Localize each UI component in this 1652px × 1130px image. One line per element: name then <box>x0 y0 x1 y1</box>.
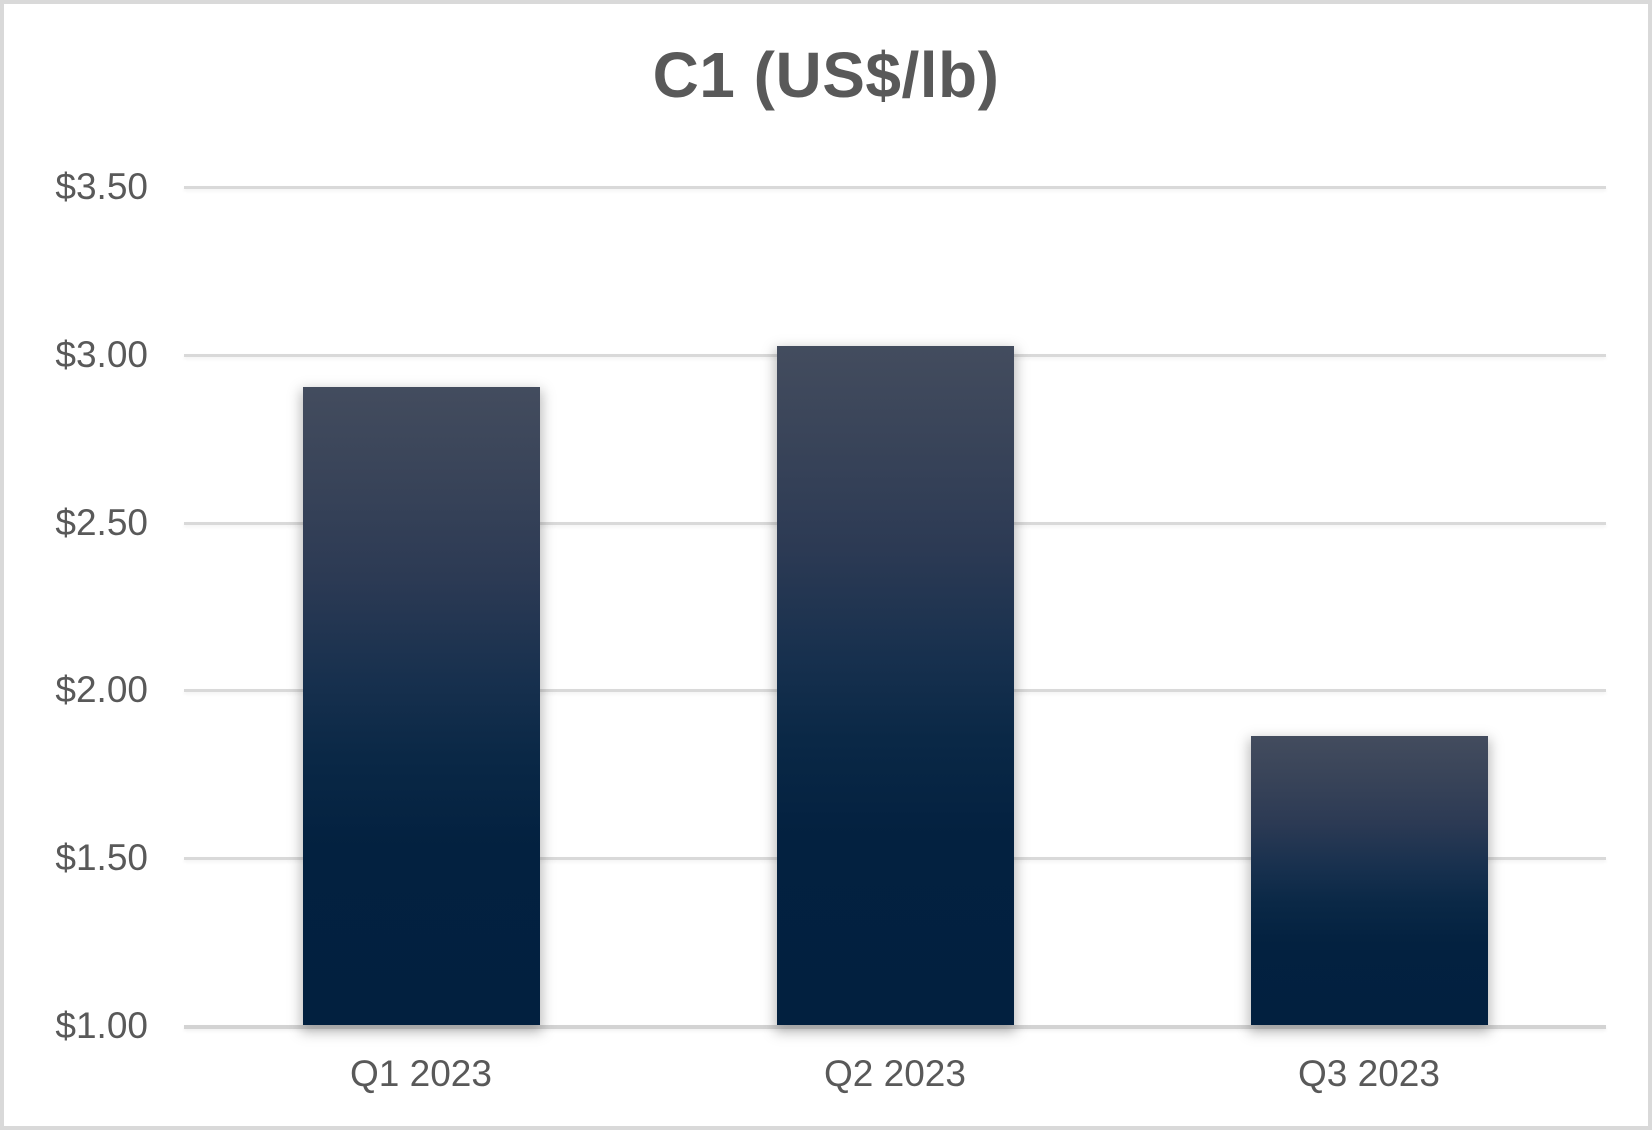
y-tick-label: $1.50 <box>55 837 148 878</box>
y-tick-label: $3.50 <box>55 166 148 207</box>
x-axis-line <box>184 1025 1606 1029</box>
bar-q2-2023 <box>777 346 1014 1025</box>
y-tick-label: $2.00 <box>55 669 148 710</box>
x-tick-label: Q1 2023 <box>350 1053 492 1094</box>
y-tick-label: $2.50 <box>55 502 148 543</box>
gridline <box>184 186 1606 189</box>
plot-area <box>184 186 1606 1029</box>
bar-q1-2023 <box>303 387 540 1025</box>
y-tick-label: $1.00 <box>55 1005 148 1046</box>
x-tick-label: Q3 2023 <box>1298 1053 1440 1094</box>
chart-title: C1 (US$/lb) <box>652 39 1000 111</box>
x-tick-label: Q2 2023 <box>824 1053 966 1094</box>
bar-q3-2023 <box>1251 736 1488 1025</box>
y-tick-label: $3.00 <box>55 334 148 375</box>
